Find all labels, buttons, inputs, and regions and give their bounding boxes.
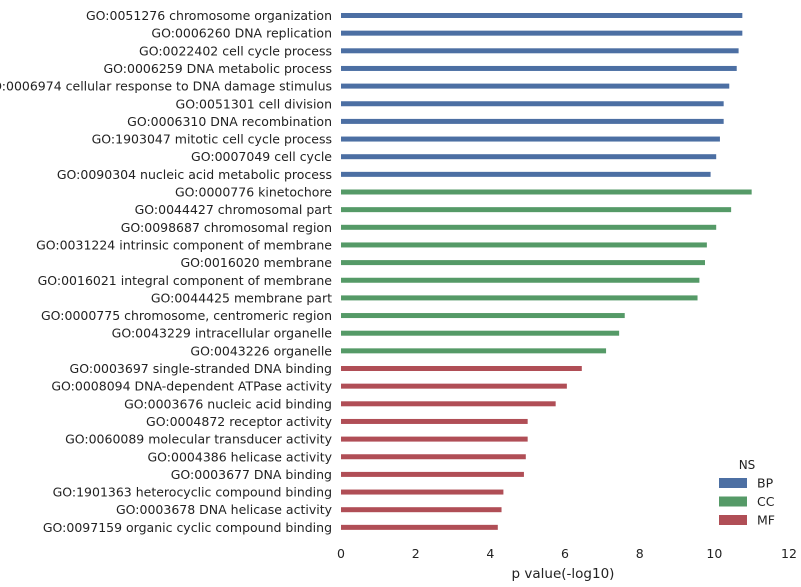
category-label: GO:0090304 nucleic acid metabolic proces… (57, 167, 332, 182)
bar (341, 471, 524, 477)
category-label: GO:0006974 cellular response to DNA dama… (0, 79, 332, 94)
bar (341, 277, 700, 283)
bars (341, 13, 752, 530)
category-label: GO:1903047 mitotic cell cycle process (92, 132, 332, 147)
category-label: GO:0031224 intrinsic component of membra… (36, 237, 332, 252)
category-label: GO:0044425 membrane part (151, 290, 332, 305)
bar (341, 65, 737, 71)
bar (341, 136, 720, 142)
category-label: GO:0043226 organelle (190, 343, 332, 358)
category-label: GO:0000776 kinetochore (175, 185, 332, 200)
category-label: GO:0003676 nucleic acid binding (124, 396, 332, 411)
category-label: GO:0016020 membrane (180, 255, 332, 270)
category-label: GO:0006260 DNA replication (151, 26, 332, 41)
x-tick-label: 6 (561, 546, 569, 561)
bar (341, 366, 582, 371)
bar (341, 507, 502, 513)
bar (341, 101, 724, 107)
bar (341, 118, 724, 124)
bar (341, 524, 498, 530)
legend-label: BP (757, 476, 774, 491)
bar (341, 224, 717, 230)
legend-label: MF (757, 513, 775, 528)
bar (341, 418, 528, 424)
bar (341, 401, 556, 407)
category-label: GO:0003697 single-stranded DNA binding (70, 361, 332, 376)
bar (341, 171, 711, 177)
category-label: GO:0006259 DNA metabolic process (104, 61, 333, 76)
category-label: GO:0044427 chromosomal part (135, 202, 332, 217)
category-label: GO:0098687 chromosomal region (121, 220, 332, 235)
bar (341, 207, 732, 213)
bar (341, 13, 743, 18)
category-labels: GO:0051276 chromosome organization GO:000… (0, 8, 333, 535)
x-tick-label: 0 (337, 546, 345, 561)
category-label: GO:0004386 helicase activity (147, 449, 332, 464)
bar (341, 154, 717, 160)
category-label: GO:0097159 organic cyclic compound bindi… (43, 520, 332, 535)
category-label: GO:0016021 integral component of membran… (38, 273, 333, 288)
legend-swatch (719, 515, 747, 525)
legend-swatch (719, 496, 747, 507)
bar (341, 30, 743, 36)
bar (341, 295, 698, 301)
x-tick-label: 12 (781, 546, 797, 561)
x-axis-title: p value(-log10) (512, 566, 615, 582)
category-label: GO:0003677 DNA binding (171, 467, 332, 482)
category-label: GO:0051276 chromosome organization (86, 8, 332, 23)
x-tick-label: 4 (486, 546, 494, 561)
bar (341, 260, 705, 266)
bar (341, 348, 607, 354)
legend-title: NS (739, 458, 756, 472)
x-tick-label: 8 (636, 546, 644, 561)
bar (341, 330, 620, 336)
x-tick-label: 10 (706, 546, 722, 561)
category-label: GO:0060089 molecular transducer activity (65, 432, 333, 447)
bar (341, 313, 625, 319)
bar (341, 48, 739, 54)
category-label: GO:0008094 DNA-dependent ATPase activity (51, 379, 332, 394)
category-label: GO:0003678 DNA helicase activity (116, 502, 333, 517)
bar (341, 436, 528, 442)
bar (341, 454, 526, 460)
category-label: GO:0006310 DNA recombination (127, 114, 332, 129)
category-label: GO:0000775 chromosome, centromeric regio… (41, 308, 332, 323)
category-label: GO:1901363 heterocyclic compound binding (53, 485, 332, 500)
bar (341, 489, 504, 495)
legend-label: CC (757, 494, 775, 509)
bar (341, 189, 752, 195)
x-axis-ticks: 0 2 4 6 8 10 12 (337, 546, 797, 561)
x-tick-label: 2 (412, 546, 420, 561)
category-label: GO:0007049 cell cycle (191, 149, 332, 164)
category-label: GO:0022402 cell cycle process (139, 43, 332, 58)
category-label: GO:0043229 intracellular organelle (112, 326, 333, 341)
bar (341, 83, 730, 89)
category-label: GO:0051301 cell division (176, 96, 332, 111)
bar (341, 383, 567, 389)
bar (341, 242, 707, 248)
legend-swatch (719, 478, 747, 488)
category-label: GO:0004872 receptor activity (146, 414, 333, 429)
